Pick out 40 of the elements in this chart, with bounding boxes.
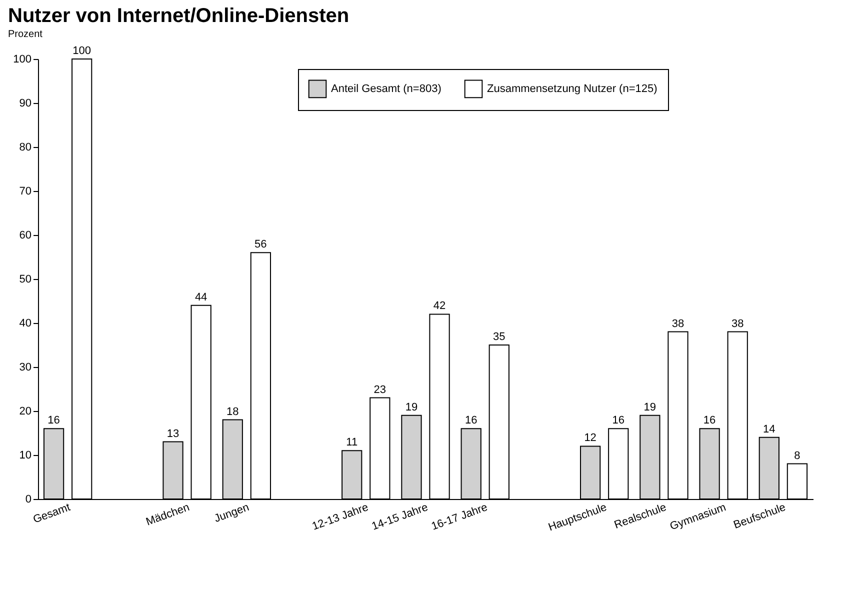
x-tick-label: 16-17 Jahre xyxy=(430,502,490,533)
data-label: 23 xyxy=(374,384,386,396)
y-axis-title: Prozent xyxy=(8,29,43,40)
y-tick-label: 20 xyxy=(19,406,32,418)
data-label: 16 xyxy=(48,414,60,427)
y-tick-label: 50 xyxy=(19,274,32,286)
data-label: 56 xyxy=(254,238,267,251)
data-label: 44 xyxy=(194,291,208,304)
y-tick-label: 10 xyxy=(19,450,32,462)
data-label: 16 xyxy=(464,414,478,427)
y-tick-label: 40 xyxy=(19,318,32,330)
chart-title: Nutzer von Internet/Online-Diensten xyxy=(8,5,350,27)
y-tick-label: 70 xyxy=(19,186,32,198)
data-label: 11 xyxy=(346,436,358,449)
y-tick-label: 60 xyxy=(19,230,32,242)
y-tick-label: 80 xyxy=(19,142,32,154)
y-tick-label: 90 xyxy=(19,98,32,110)
legend-label: Zusammensetzung Nutzer (n=125) xyxy=(487,82,658,95)
x-tick-label: Jungen xyxy=(212,502,251,526)
data-label: 38 xyxy=(672,318,684,330)
x-tick-label: Gesamt xyxy=(32,502,72,526)
y-tick-label: 0 xyxy=(25,494,32,506)
y-tick-label: 100 xyxy=(13,54,32,66)
data-label: 38 xyxy=(731,318,744,330)
data-label: 12 xyxy=(584,432,596,444)
data-label: 16 xyxy=(703,414,716,427)
data-label: 19 xyxy=(644,401,656,414)
x-tick-label: 14-15 Jahre xyxy=(370,502,430,533)
y-tick-label: 30 xyxy=(19,362,32,374)
data-label: 100 xyxy=(72,45,92,57)
x-tick-label: 12-13 Jahre xyxy=(310,502,370,533)
legend-label: Anteil Gesamt (n=803) xyxy=(331,82,442,95)
data-label: 13 xyxy=(166,428,180,440)
data-label: 16 xyxy=(612,414,624,427)
data-label: 18 xyxy=(226,406,239,418)
data-label: 19 xyxy=(405,401,418,414)
data-label: 14 xyxy=(763,423,776,436)
data-label: 8 xyxy=(794,450,800,462)
data-label: 42 xyxy=(433,300,446,312)
data-label: 35 xyxy=(493,331,506,343)
